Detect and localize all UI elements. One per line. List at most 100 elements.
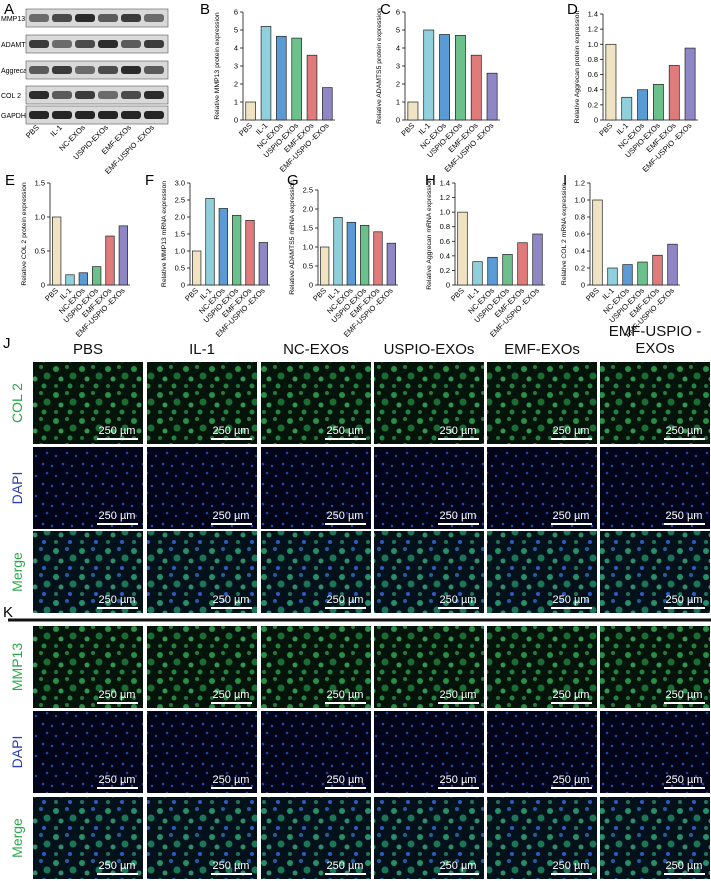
scale-bar-label: 250 µm	[440, 425, 477, 437]
micrograph	[487, 447, 597, 529]
scale-bar-label: 250 µm	[553, 689, 590, 701]
blot-strip	[25, 60, 169, 80]
y-tick-label: 3	[396, 62, 400, 71]
lane-label: PBS	[24, 123, 41, 140]
blot-band	[98, 111, 118, 119]
y-tick-label: 1.2	[575, 179, 585, 188]
blot-band	[121, 91, 141, 99]
scale-bar-label: 250 µm	[440, 510, 477, 522]
y-tick-label: 0.6	[575, 230, 585, 239]
column-header: NC-EXOs	[283, 341, 349, 358]
micrograph	[600, 531, 710, 613]
y-tick-label: 0.2	[440, 266, 450, 275]
micrograph	[147, 531, 257, 613]
micrograph	[147, 797, 257, 879]
y-tick-label: 0.6	[588, 70, 598, 79]
lane-label: IL-1	[48, 123, 64, 139]
blot-band	[29, 66, 49, 74]
y-tick-label: 0	[181, 281, 185, 290]
protein-label: MMP13	[1, 16, 25, 23]
scale-bar-label: 250 µm	[440, 774, 477, 786]
micrograph	[374, 447, 484, 529]
y-tick-label: 2	[234, 80, 238, 89]
bar	[52, 216, 62, 286]
y-tick-label: 0.4	[588, 85, 598, 94]
scale-bar-label: 250 µm	[666, 425, 703, 437]
y-tick-label: 1.0	[35, 213, 45, 222]
y-tick-label: 5	[396, 26, 400, 35]
scale-bar-label: 250 µm	[99, 425, 136, 437]
y-tick-label: 0	[396, 116, 400, 125]
protein-label: ADAMTS5	[1, 42, 34, 49]
y-axis-label: Relative Aggrecan mRNA expression	[426, 178, 433, 290]
y-tick-label: 1	[396, 98, 400, 107]
y-tick-label: 0	[41, 281, 45, 290]
y-tick-label: 2	[396, 80, 400, 89]
y-tick-label: 0.4	[440, 251, 450, 260]
micrograph	[600, 711, 710, 793]
y-tick-label: 4	[234, 44, 238, 53]
blot-band	[52, 14, 72, 22]
panel-label: G	[287, 172, 299, 189]
y-tick-label: 3.0	[175, 179, 185, 188]
bar	[637, 89, 648, 121]
blot-band	[144, 66, 164, 74]
micrograph	[261, 362, 371, 444]
micrograph	[33, 447, 143, 529]
bar	[205, 197, 215, 286]
y-tick-label: 2.0	[303, 205, 313, 214]
bar	[486, 72, 498, 121]
scale-bar-label: 250 µm	[99, 510, 136, 522]
scale-bar-label: 250 µm	[327, 860, 364, 872]
y-tick-label: 1.2	[440, 193, 450, 202]
bar	[92, 266, 102, 286]
scale-bar-label: 250 µm	[213, 860, 250, 872]
panel-label: B	[200, 1, 210, 18]
blot-band	[75, 66, 95, 74]
row-label: DAPI	[9, 736, 25, 769]
blot-band	[52, 66, 72, 74]
blot-band	[144, 14, 164, 22]
bar	[291, 37, 302, 121]
scale-bar-label: 250 µm	[666, 594, 703, 606]
micrograph	[261, 531, 371, 613]
micrograph	[374, 531, 484, 613]
x-tick-label: PBS	[449, 286, 466, 303]
row-label: Merge	[9, 552, 25, 592]
y-axis-label: Relative MMP13 protein expression	[214, 12, 221, 120]
blot-band	[121, 66, 141, 74]
micrograph	[147, 626, 257, 708]
scale-bar-label: 250 µm	[99, 860, 136, 872]
bar	[592, 199, 603, 286]
bar	[652, 254, 663, 286]
blot-band	[121, 40, 141, 48]
x-tick-label: PBS	[399, 121, 416, 138]
scale-bar-label: 250 µm	[327, 510, 364, 522]
blot-band	[98, 14, 118, 22]
bar	[78, 272, 88, 286]
blot-band	[98, 91, 118, 99]
blot-band	[98, 66, 118, 74]
bar	[258, 242, 268, 286]
micrograph	[487, 711, 597, 793]
column-header: PBS	[72, 341, 103, 358]
micrograph	[33, 626, 143, 708]
panel-label: A	[4, 1, 14, 18]
y-tick-label: 1.0	[440, 208, 450, 217]
y-tick-label: 1.0	[588, 40, 598, 49]
bar	[455, 35, 466, 121]
scale-bar-label: 250 µm	[553, 425, 590, 437]
y-tick-label: 0.4	[575, 247, 585, 256]
x-tick-label: PBS	[584, 286, 601, 303]
bar	[306, 54, 318, 121]
bar	[260, 26, 272, 121]
y-axis-label: Relative Aggrecan protein expression	[574, 10, 581, 123]
scale-bar-label: 250 µm	[213, 774, 250, 786]
micrograph	[147, 362, 257, 444]
micrograph	[600, 626, 710, 708]
y-axis-label: Relative MMP13 mRNA expression	[161, 181, 168, 287]
blot-band	[121, 111, 141, 119]
scale-bar-label: 250 µm	[213, 689, 250, 701]
